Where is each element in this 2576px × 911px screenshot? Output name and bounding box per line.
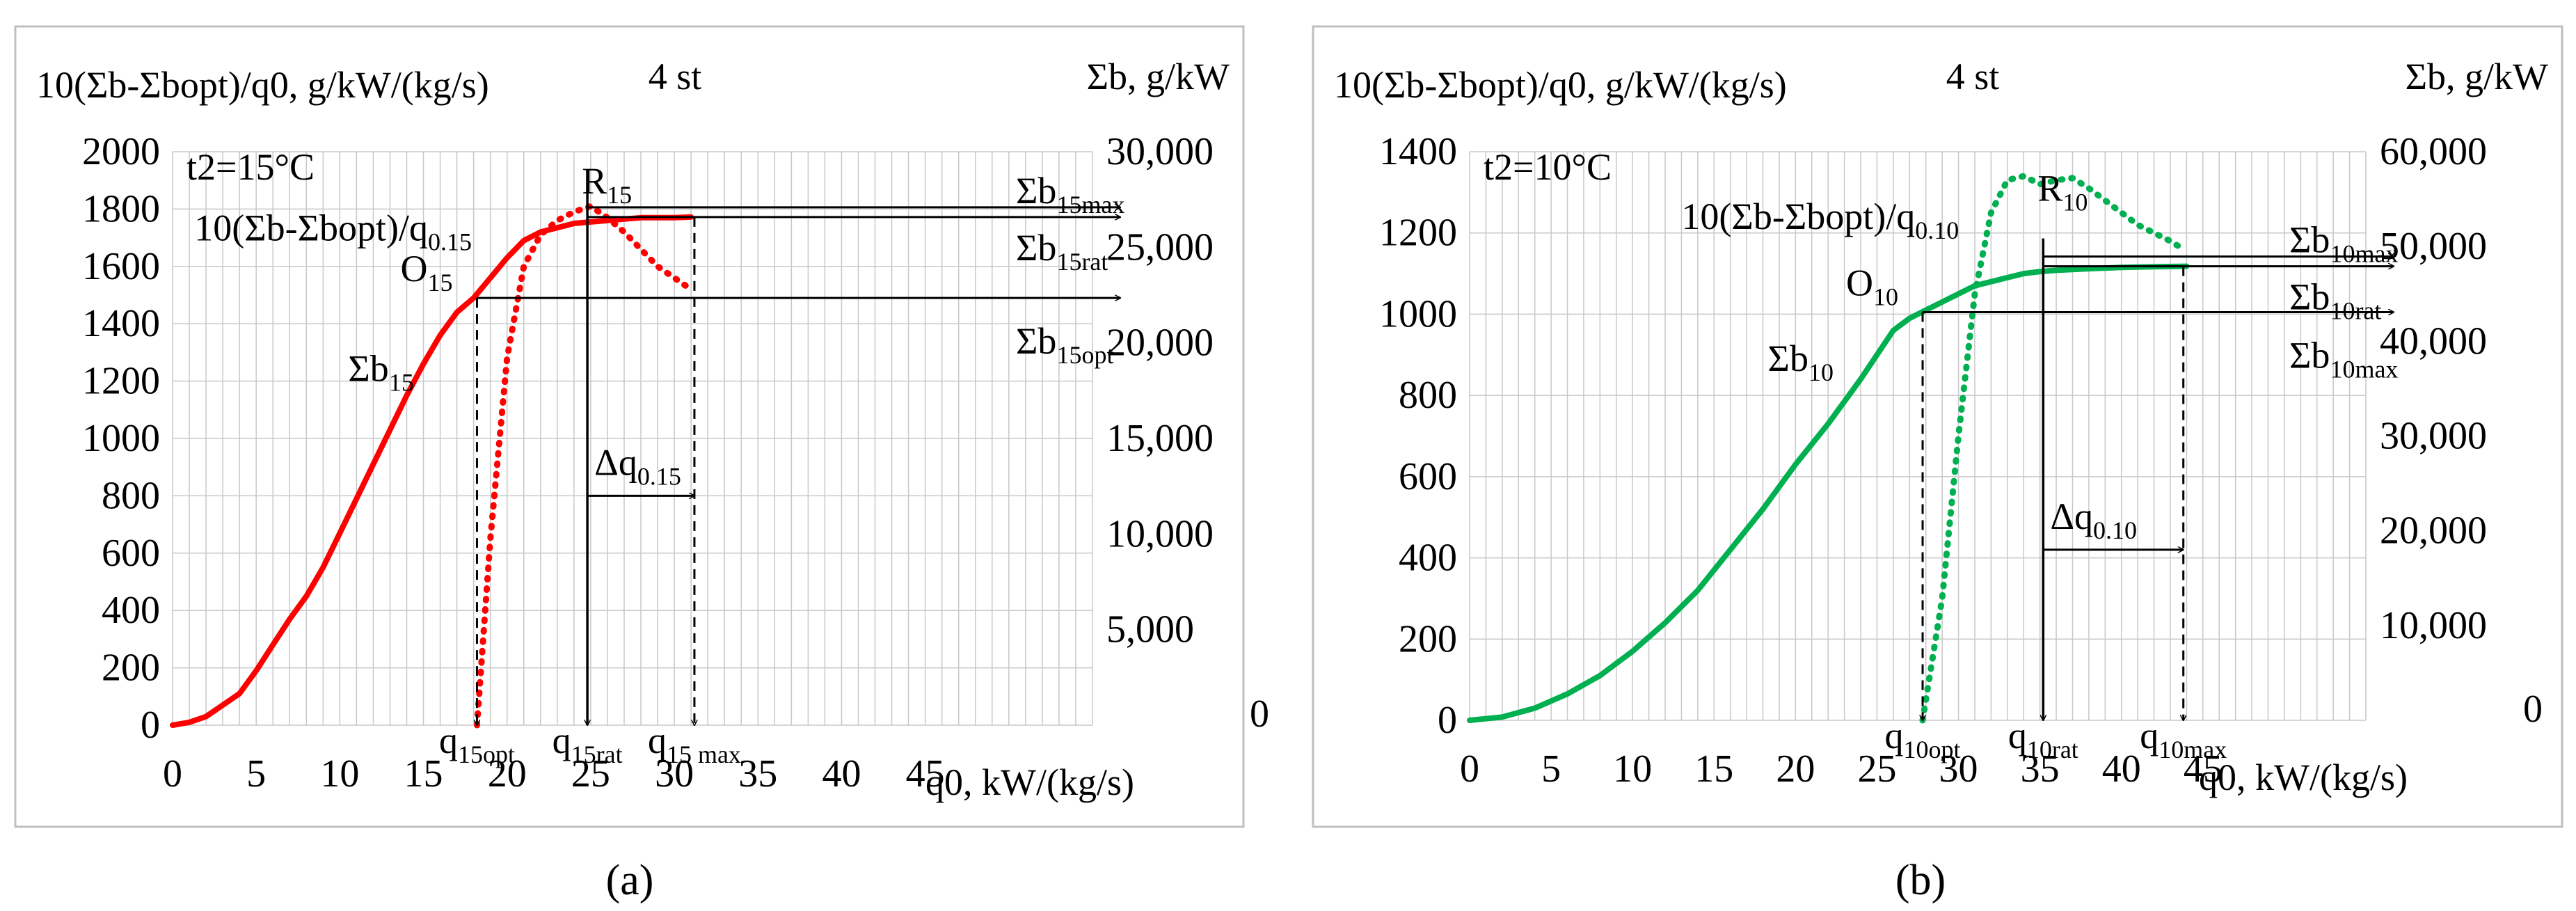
x-tick-label: 25 — [571, 752, 610, 795]
y-left-tick-label: 1400 — [1379, 130, 1457, 173]
sum-b-series-label: Σb15 — [348, 348, 413, 397]
y-left-tick-label: 1600 — [82, 245, 160, 288]
y-right-zero-label: 0 — [2523, 688, 2543, 731]
y-right-tick-label: 20,000 — [2380, 509, 2487, 553]
y-left-tick-label: 400 — [102, 589, 160, 632]
x-tick-label: 5 — [1541, 747, 1561, 791]
y-right-tick-label: 40,000 — [2380, 319, 2487, 363]
x-tick-label: 40 — [2102, 747, 2141, 791]
x-tick-label: 30 — [1939, 747, 1978, 791]
y-left-tick-label: 400 — [1399, 537, 1457, 580]
y-right-tick-label: 15,000 — [1106, 417, 1214, 460]
y-left-tick-label: 800 — [102, 474, 160, 517]
q-max-label: q15 max — [648, 720, 741, 768]
y-right-tick-label: 10,000 — [2380, 604, 2487, 647]
x-tick-label: 35 — [2021, 747, 2060, 791]
y-left-tick-label: 2000 — [82, 130, 160, 173]
point-opt-label: O15 — [400, 248, 452, 296]
ratio-curve-label: 10(Σb-Σbopt)/q0.15 — [194, 207, 472, 256]
x-tick-label: 20 — [1776, 747, 1815, 791]
sum-b-series-label: Σb10 — [1768, 338, 1834, 386]
q-opt-label: q15opt — [439, 720, 515, 768]
ratio-curve-label: 10(Σb-Σbopt)/q0.10 — [1681, 196, 1959, 244]
x-tick-label: 20 — [488, 752, 527, 795]
y-left-tick-label: 600 — [102, 532, 160, 575]
delta-q-label: Δq0.10 — [2050, 496, 2137, 544]
q-rat-label: q15rat — [552, 720, 623, 768]
y-right-tick-label: 30,000 — [2380, 415, 2487, 458]
x-tick-label: 45 — [2184, 747, 2223, 791]
y-right-axis-title: Σb, g/kW — [2406, 56, 2548, 97]
caption-a: (a) — [606, 857, 654, 904]
condition-label: t2=10°C — [1484, 146, 1612, 188]
b-rat-label: Σb10rat — [2289, 276, 2381, 325]
b-opt-label: Σb15opt — [1016, 320, 1113, 369]
y-left-tick-label: 1200 — [1379, 212, 1457, 255]
x-tick-label: 45 — [906, 752, 945, 795]
y-right-tick-label: 20,000 — [1106, 322, 1214, 365]
panel-frame — [14, 25, 1245, 828]
y-left-tick-label: 200 — [102, 647, 160, 690]
y-right-tick-label: 50,000 — [2380, 225, 2487, 268]
y-right-axis-title: Σb, g/kW — [1087, 56, 1230, 97]
b-opt-label: Σb10max — [2289, 335, 2398, 383]
y-right-tick-label: 60,000 — [2380, 130, 2487, 173]
y-left-axis-title: 10(Σb-Σbopt)/q0, g/kW/(kg/s) — [36, 64, 489, 106]
point-opt-label: O10 — [1846, 262, 1898, 311]
x-tick-label: 30 — [655, 752, 694, 795]
x-tick-label: 15 — [1694, 747, 1733, 791]
y-right-tick-label: 30,000 — [1106, 130, 1214, 173]
y-left-tick-label: 1200 — [82, 360, 160, 403]
y-left-tick-label: 200 — [1399, 617, 1457, 660]
y-left-axis-title: 10(Σb-Σbopt)/q0, g/kW/(kg/s) — [1334, 64, 1787, 106]
series-sum-b-curve — [170, 214, 694, 728]
y-right-tick-label: 10,000 — [1106, 512, 1214, 555]
y-right-tick-label: 25,000 — [1106, 225, 1214, 269]
series-sum-b-curve — [1467, 263, 2190, 723]
y-left-tick-label: 800 — [1399, 374, 1457, 417]
x-tick-label: 25 — [1857, 747, 1896, 791]
y-left-tick-label: 1000 — [1379, 292, 1457, 335]
y-left-tick-label: 0 — [1438, 699, 1457, 742]
q-max-label: q10max — [2140, 715, 2227, 763]
point-rat-label: R10 — [2037, 168, 2088, 216]
chart-title: 4 st — [649, 56, 702, 97]
b-max-label: Σb15max — [1016, 170, 1124, 219]
chart-panel-b: 0 5 10 15 20 25 30 35 40 45 0 200 400 600 800 1000 1200 1… — [1312, 25, 2563, 828]
x-tick-label: 35 — [738, 752, 777, 795]
y-left-tick-label: 1400 — [82, 302, 160, 345]
b-max-label: Σb10max — [2289, 219, 2398, 268]
q-opt-label: q10opt — [1885, 715, 1961, 763]
y-left-tick-label: 1000 — [82, 417, 160, 460]
x-tick-label: 10 — [320, 752, 359, 795]
x-tick-label: 10 — [1613, 747, 1652, 791]
x-tick-label: 40 — [822, 752, 861, 795]
y-right-zero-label: 0 — [1250, 692, 1269, 736]
q-rat-label: q10rat — [2008, 715, 2078, 763]
delta-q-label: Δq0.15 — [594, 441, 681, 490]
point-rat-label: R15 — [582, 160, 632, 209]
y-left-tick-label: 600 — [1399, 455, 1457, 498]
y-left-tick-label: 1800 — [82, 187, 160, 230]
series-ratio-curve — [474, 203, 694, 729]
b-rat-label: Σb15rat — [1016, 227, 1108, 276]
condition-label: t2=15°C — [186, 146, 315, 188]
y-right-tick-label: 5,000 — [1106, 608, 1194, 651]
chart-panel-a: 0 5 10 15 20 25 30 35 40 45 0 200 400 600 800 1000 1200 1… — [14, 25, 1269, 828]
x-tick-label: 15 — [404, 752, 443, 795]
panel-frame — [1312, 25, 2563, 828]
y-left-tick-label: 0 — [141, 704, 160, 747]
series-ratio-curve — [1919, 173, 2187, 724]
chart-title: 4 st — [1946, 56, 2000, 97]
x-tick-label: 0 — [1460, 747, 1479, 791]
x-tick-label: 5 — [246, 752, 266, 795]
x-tick-label: 0 — [163, 752, 182, 795]
caption-b: (b) — [1895, 857, 1946, 904]
x-axis-title: q0, kW/(kg/s) — [925, 761, 1134, 803]
x-axis-title: q0, kW/(kg/s) — [2199, 756, 2408, 798]
